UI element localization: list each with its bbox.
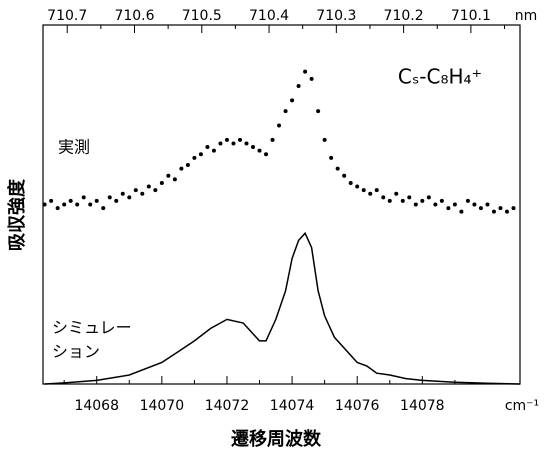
data-point — [140, 191, 145, 196]
x2-tick-label: 710.6 — [114, 8, 154, 24]
x-tick-label: 14074 — [270, 398, 315, 414]
data-point — [433, 202, 438, 207]
data-point — [374, 188, 379, 193]
data-point — [446, 206, 451, 211]
data-point — [361, 188, 366, 193]
data-point — [472, 202, 477, 207]
data-point — [290, 98, 295, 103]
data-point — [439, 198, 444, 203]
data-point — [81, 195, 86, 200]
data-point — [459, 209, 464, 214]
data-point — [296, 84, 301, 89]
data-point — [146, 184, 151, 189]
data-point — [303, 69, 308, 74]
data-point — [342, 173, 347, 178]
data-point — [153, 188, 158, 193]
data-point — [166, 173, 171, 178]
data-point — [172, 177, 177, 182]
data-point — [420, 198, 425, 203]
data-point — [42, 202, 47, 207]
x-tick-label: 14072 — [205, 398, 250, 414]
data-point — [491, 209, 496, 214]
data-point — [68, 198, 73, 203]
data-point — [198, 152, 203, 157]
data-point — [452, 202, 457, 207]
x-unit: cm⁻¹ — [505, 398, 539, 414]
x2-unit: nm — [515, 8, 538, 24]
data-point — [348, 180, 353, 185]
y-axis-label: 吸収強度 — [6, 178, 28, 251]
data-point — [185, 163, 190, 168]
data-point — [94, 198, 99, 203]
data-point — [394, 191, 399, 196]
data-point — [237, 137, 242, 142]
data-point — [277, 123, 282, 128]
data-point — [192, 155, 197, 160]
data-point — [114, 198, 119, 203]
data-point — [498, 206, 503, 211]
data-point — [511, 206, 516, 211]
x2-tick-label: 710.5 — [182, 8, 222, 24]
series-label: シミュレーション — [52, 318, 132, 361]
data-point — [387, 198, 392, 203]
data-point — [205, 145, 210, 150]
x-axis-label: 遷移周波数 — [231, 428, 322, 450]
x-tick-label: 14070 — [140, 398, 185, 414]
data-point — [355, 184, 360, 189]
x-tick-label: 14078 — [400, 398, 445, 414]
data-point — [270, 137, 275, 142]
data-point — [218, 141, 223, 146]
data-point — [107, 195, 112, 200]
data-point — [329, 155, 334, 160]
data-point — [381, 195, 386, 200]
data-point — [257, 148, 262, 153]
data-point — [309, 76, 314, 81]
data-point — [504, 209, 509, 214]
x2-tick-label: 710.7 — [47, 8, 87, 24]
data-point — [264, 152, 269, 157]
data-point — [101, 206, 106, 211]
data-point — [55, 206, 60, 211]
data-point — [413, 202, 418, 207]
molecule-label: Cₛ-C₈H₄⁺ — [398, 65, 482, 89]
x-tick-label: 14076 — [335, 398, 380, 414]
data-point — [465, 198, 470, 203]
data-point — [120, 191, 125, 196]
data-point — [322, 137, 327, 142]
data-point — [316, 109, 321, 114]
data-point — [179, 166, 184, 171]
data-point — [283, 109, 288, 114]
data-point — [400, 198, 405, 203]
data-point — [159, 180, 164, 185]
data-point — [368, 191, 373, 196]
x2-tick-label: 710.2 — [384, 8, 424, 24]
data-point — [211, 148, 216, 153]
data-point — [251, 145, 256, 150]
data-point — [133, 188, 138, 193]
x2-tick-label: 710.1 — [451, 8, 491, 24]
data-point — [426, 195, 431, 200]
data-point — [478, 206, 483, 211]
data-point — [49, 198, 54, 203]
series-label: 実測 — [58, 138, 90, 157]
data-point — [75, 202, 80, 207]
x2-tick-label: 710.3 — [316, 8, 356, 24]
data-point — [231, 141, 236, 146]
data-point — [407, 195, 412, 200]
data-point — [224, 137, 229, 142]
data-point — [62, 202, 67, 207]
x2-tick-label: 710.4 — [249, 8, 289, 24]
data-point — [244, 141, 249, 146]
simulation-line — [44, 231, 521, 385]
data-point — [88, 202, 93, 207]
data-point — [485, 202, 490, 207]
data-point — [335, 166, 340, 171]
data-point — [127, 195, 132, 200]
x-tick-label: 14068 — [74, 398, 119, 414]
